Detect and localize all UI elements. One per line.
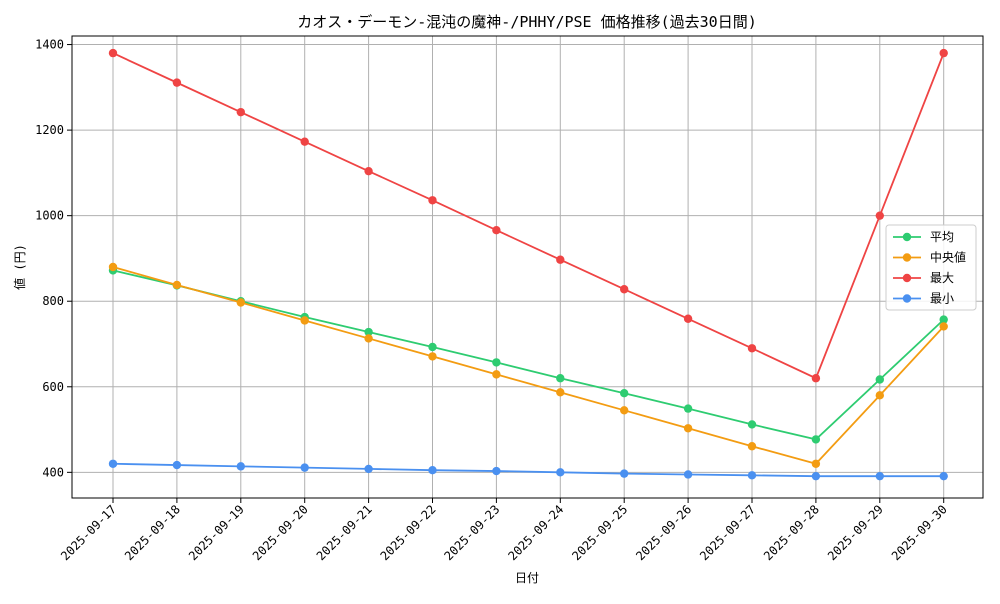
data-point (683, 470, 693, 479)
data-point (556, 374, 565, 383)
data-point (747, 344, 757, 353)
data-point (492, 466, 501, 476)
data-point (428, 465, 437, 475)
data-point (492, 358, 501, 367)
series-1 (108, 262, 948, 468)
data-point (939, 48, 948, 58)
data-point (620, 285, 629, 294)
data-point (364, 334, 373, 343)
data-point (236, 462, 245, 471)
data-point (939, 322, 948, 331)
data-point (108, 459, 118, 468)
data-point (875, 211, 884, 220)
data-point (811, 459, 821, 468)
data-point (300, 316, 309, 325)
series-line (112, 266, 945, 465)
data-point (428, 352, 437, 361)
series-line (112, 269, 945, 441)
data-point (300, 463, 309, 472)
data-point (875, 391, 884, 400)
y-axis-label: 値 (円) (12, 244, 27, 290)
data-point (683, 404, 693, 413)
legend-marker (902, 273, 912, 283)
data-point (747, 420, 757, 429)
data-point (364, 464, 373, 474)
data-point (811, 471, 821, 481)
data-point (236, 298, 245, 307)
data-point (683, 314, 693, 323)
legend-box (885, 224, 977, 311)
data-point (428, 342, 437, 352)
data-point (428, 196, 437, 205)
legend-label: 平均 (930, 230, 954, 244)
series-lines (108, 48, 948, 481)
data-point (620, 406, 629, 415)
data-point (683, 424, 693, 433)
data-point (875, 375, 884, 384)
data-point (364, 166, 373, 176)
data-point (556, 255, 565, 264)
series-3 (108, 459, 948, 481)
data-point (108, 262, 118, 272)
series-line (112, 462, 944, 478)
data-point (172, 78, 182, 87)
y-tick-label: 400 (42, 465, 64, 479)
legend-label: 最小 (930, 292, 954, 306)
data-point (747, 471, 757, 480)
legend-marker (902, 253, 912, 262)
data-point (620, 388, 629, 398)
data-point (172, 280, 182, 290)
data-point (875, 471, 884, 481)
data-point (556, 468, 565, 477)
data-point (492, 226, 501, 235)
data-point (556, 388, 565, 397)
legend-marker (902, 232, 912, 242)
y-tick-label: 1200 (35, 123, 64, 137)
data-point (939, 315, 948, 324)
x-axis-label: 日付 (515, 571, 539, 585)
data-point (236, 107, 245, 117)
legend-label: 中央値 (930, 250, 966, 265)
chart-title: カオス・デーモン-混沌の魔神-/PHHY/PSE 価格推移(過去30日間) (297, 13, 757, 31)
data-point (364, 327, 373, 337)
data-point (620, 469, 629, 478)
series-2 (108, 48, 948, 383)
plot-frame (71, 35, 984, 499)
data-point (492, 370, 501, 379)
series-line (112, 52, 945, 380)
data-point (747, 442, 757, 451)
data-point (172, 460, 182, 470)
legend-label: 最大 (930, 271, 954, 285)
legend-marker (902, 294, 912, 303)
y-tick-label: 1400 (35, 38, 64, 52)
y-tick-label: 600 (42, 380, 64, 394)
data-point (939, 471, 948, 481)
data-point (108, 48, 118, 58)
data-point (811, 435, 821, 444)
y-tick-label: 1000 (35, 209, 64, 223)
data-point (300, 137, 309, 146)
data-point (811, 374, 821, 383)
y-tick-label: 800 (42, 294, 64, 308)
